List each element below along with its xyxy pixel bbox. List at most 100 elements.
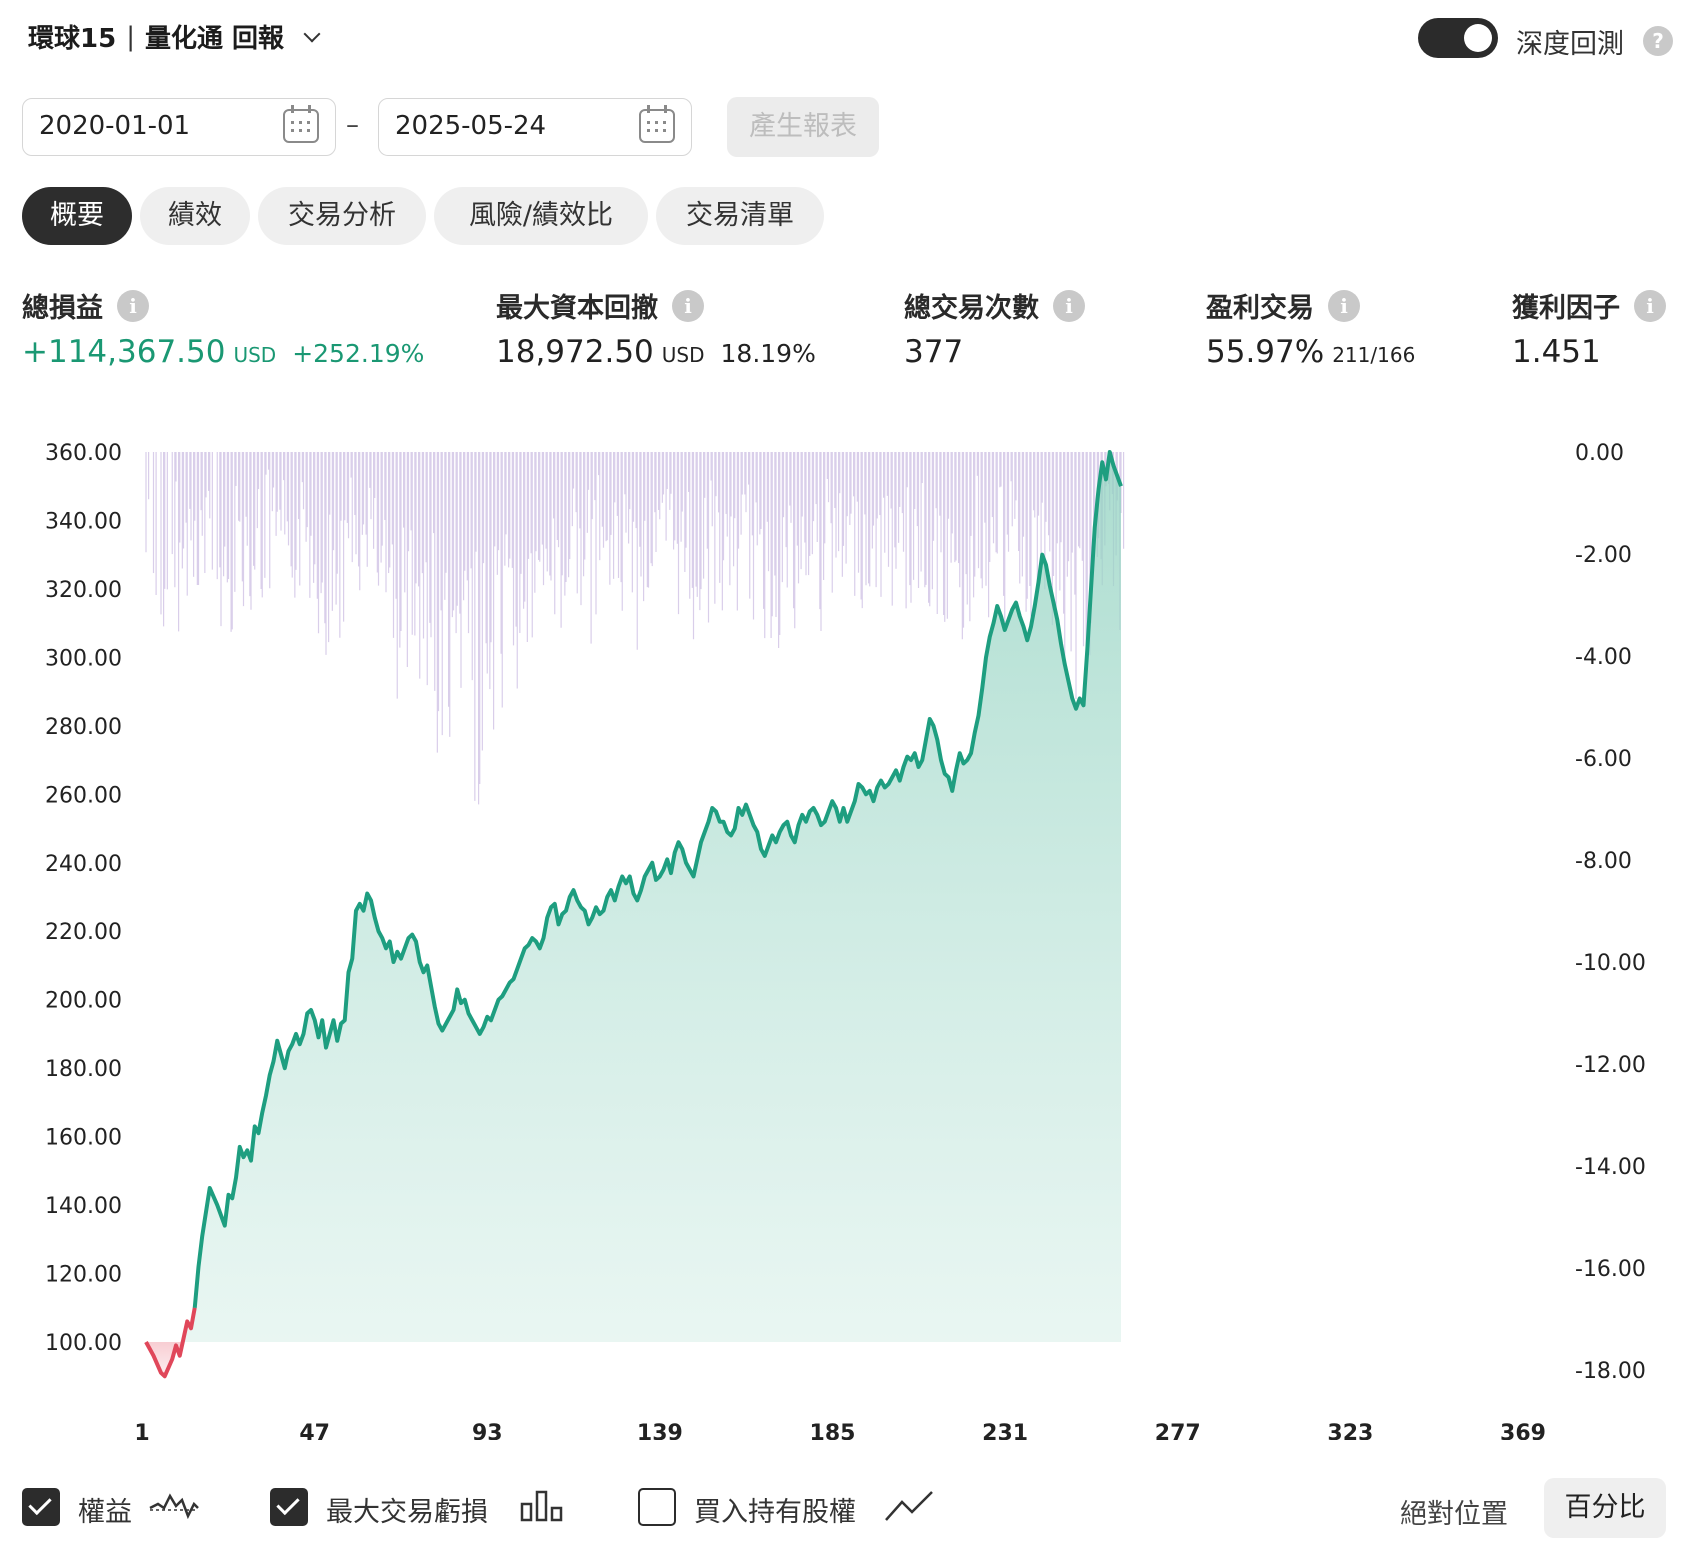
total-trades-label: 總交易次數 i (904, 286, 1085, 325)
tab-risk-ratio[interactable]: 風險/績效比 (434, 187, 648, 245)
y-left-tick: 100.00 (45, 1331, 122, 1356)
x-tick: 47 (299, 1421, 330, 1440)
win-trades-pct: 55.97% (1206, 334, 1325, 370)
buy-hold-checkbox[interactable] (638, 1488, 676, 1526)
max-drawdown-value: 18,972.50 USD 18.19% (496, 334, 816, 370)
line-trend-icon (885, 1491, 933, 1521)
equity-line-positive (192, 450, 1123, 1308)
max-drawdown-pct: 18.19% (720, 339, 816, 368)
y-right-tick: -8.00 (1575, 849, 1632, 874)
toggle-knob (1464, 24, 1492, 52)
y-left-tick: 260.00 (45, 783, 122, 808)
y-left-tick: 200.00 (45, 989, 122, 1014)
total-pnl-amount: +114,367.50 (22, 334, 226, 370)
x-tick: 323 (1327, 1421, 1373, 1440)
deep-backtest-label: 深度回測 (1516, 29, 1624, 60)
equity-legend-label: 權益 (78, 1497, 132, 1528)
info-icon[interactable]: i (117, 289, 149, 322)
y-right-tick: -2.00 (1575, 543, 1632, 568)
profit-factor-value: 1.451 (1512, 334, 1601, 370)
y-axis-right: 0.00 -2.00 -4.00 -6.00 -8.00 -10.00 -12.00 -14.… (1575, 441, 1646, 1384)
x-tick: 231 (982, 1421, 1028, 1440)
total-pnl-label: 總損益 i (22, 286, 149, 325)
max-drawdown-unit: USD (661, 343, 705, 367)
equity-area (146, 452, 1121, 1377)
y-left-tick: 240.00 (45, 852, 122, 877)
y-right-tick: -6.00 (1575, 747, 1632, 772)
max-drawdown-label: 最大資本回撤 i (496, 286, 704, 325)
y-axis-left: 360.00 340.00 320.00 300.00 280.00 260.00 240.… (45, 441, 122, 1356)
total-pnl-value: +114,367.50 USD +252.19% (22, 334, 424, 370)
info-icon[interactable]: i (1634, 289, 1666, 322)
total-trades-title: 總交易次數 (904, 293, 1039, 324)
y-left-tick: 140.00 (45, 1194, 122, 1219)
y-right-tick: -10.00 (1575, 951, 1646, 976)
x-tick: 277 (1155, 1421, 1201, 1440)
x-tick: 93 (472, 1421, 503, 1440)
absolute-position-button[interactable]: 絕對位置 (1400, 1499, 1508, 1530)
y-left-tick: 340.00 (45, 509, 122, 534)
win-trades-ratio: 211/166 (1332, 343, 1416, 367)
equity-wave-icon (149, 1493, 199, 1520)
title-separator: | (126, 21, 135, 52)
profit-factor-label: 獲利因子 i (1512, 286, 1666, 325)
end-date-value: 2025-05-24 (395, 111, 547, 141)
y-right-tick: -4.00 (1575, 645, 1632, 670)
x-tick: 139 (637, 1421, 683, 1440)
buy-hold-legend-label: 買入持有股權 (694, 1497, 856, 1528)
y-left-tick: 320.00 (45, 578, 122, 603)
y-left-tick: 360.00 (45, 441, 122, 466)
tab-performance[interactable]: 績效 (140, 187, 250, 245)
y-right-tick: -16.00 (1575, 1257, 1646, 1282)
info-icon[interactable]: i (1053, 289, 1085, 322)
product-name: 量化通 回報 (144, 24, 285, 54)
x-tick: 1 (134, 1421, 149, 1440)
profit-factor-title: 獲利因子 (1512, 293, 1620, 324)
strategy-name: 環球15 (28, 24, 117, 54)
end-date-field[interactable]: 2025-05-24 (378, 98, 692, 156)
start-date-value: 2020-01-01 (39, 111, 191, 141)
x-tick: 369 (1500, 1421, 1546, 1440)
win-trades-label: 盈利交易 i (1206, 286, 1360, 325)
tab-trade-analysis[interactable]: 交易分析 (258, 187, 426, 245)
equity-chart[interactable]: 360.00 340.00 320.00 300.00 280.00 260.00 240.… (0, 430, 1690, 1440)
win-trades-title: 盈利交易 (1206, 293, 1314, 324)
start-date-field[interactable]: 2020-01-01 (22, 98, 336, 156)
win-trades-value: 55.97% 211/166 (1206, 334, 1415, 370)
bar-chart-icon (520, 1490, 563, 1522)
total-pnl-pct: +252.19% (292, 339, 425, 368)
x-axis: 1 47 93 139 185 231 277 323 369 (134, 1421, 1546, 1440)
y-left-tick: 160.00 (45, 1126, 122, 1151)
y-right-tick: 0.00 (1575, 441, 1624, 466)
chevron-down-icon[interactable] (303, 25, 321, 42)
help-icon[interactable]: ? (1643, 26, 1673, 56)
percent-button[interactable]: 百分比 (1544, 1478, 1666, 1538)
total-trades-value: 377 (904, 334, 964, 370)
max-drawdown-title: 最大資本回撤 (496, 293, 658, 324)
equity-line-negative (144, 1307, 197, 1379)
equity-checkbox[interactable] (22, 1488, 60, 1526)
max-trade-loss-legend-label: 最大交易虧損 (326, 1497, 488, 1528)
calendar-icon[interactable] (639, 105, 675, 143)
y-left-tick: 280.00 (45, 715, 122, 740)
y-right-tick: -18.00 (1575, 1359, 1646, 1384)
y-left-tick: 300.00 (45, 646, 122, 671)
drawdown-bars (145, 452, 1125, 805)
x-tick: 185 (810, 1421, 856, 1440)
max-trade-loss-checkbox[interactable] (270, 1488, 308, 1526)
tab-trade-list[interactable]: 交易清單 (656, 187, 824, 245)
y-left-tick: 120.00 (45, 1263, 122, 1288)
total-pnl-title: 總損益 (22, 293, 103, 324)
tab-overview[interactable]: 概要 (22, 187, 132, 245)
date-range-dash: – (346, 110, 359, 140)
generate-report-button[interactable]: 產生報表 (727, 97, 879, 157)
equity-line (144, 450, 1123, 1379)
info-icon[interactable]: i (1328, 289, 1360, 322)
y-right-tick: -12.00 (1575, 1053, 1646, 1078)
total-pnl-unit: USD (233, 343, 277, 367)
calendar-icon[interactable] (283, 105, 319, 143)
report-title[interactable]: 環球15 | 量化通 回報 (28, 18, 321, 55)
max-drawdown-amount: 18,972.50 (496, 334, 654, 370)
deep-backtest-toggle[interactable] (1418, 18, 1498, 58)
info-icon[interactable]: i (672, 289, 704, 322)
